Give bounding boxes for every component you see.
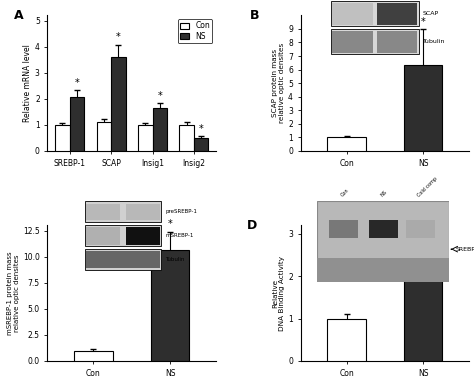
Text: *: * — [116, 32, 121, 42]
Text: B: B — [250, 8, 259, 22]
Text: *: * — [74, 78, 79, 88]
Y-axis label: Relative mRNA level: Relative mRNA level — [23, 44, 32, 122]
Bar — [111, 56, 126, 151]
Bar — [328, 137, 366, 151]
Bar — [328, 319, 366, 361]
Bar — [138, 125, 153, 151]
Text: *: * — [168, 219, 173, 229]
Text: A: A — [14, 8, 23, 22]
Y-axis label: Relative
DNA Binding Activity: Relative DNA Binding Activity — [272, 256, 285, 331]
Text: *: * — [421, 237, 426, 247]
Bar — [74, 351, 113, 361]
Bar — [151, 250, 189, 361]
Text: *: * — [421, 17, 426, 27]
Text: D: D — [246, 218, 257, 232]
Bar — [70, 98, 84, 151]
Legend: Con, NS: Con, NS — [178, 19, 212, 43]
Text: SREBP-1: SREBP-1 — [456, 247, 474, 252]
Bar — [194, 138, 209, 151]
Y-axis label: SCAP protein mass
relative optic densites: SCAP protein mass relative optic densite… — [272, 43, 285, 123]
Bar — [404, 262, 442, 361]
Text: *: * — [157, 91, 162, 101]
Bar — [55, 125, 70, 151]
Bar — [97, 122, 111, 151]
Bar — [153, 108, 167, 151]
Text: *: * — [199, 124, 204, 134]
Y-axis label: mSREBP-1 protein mass
relative optic densites: mSREBP-1 protein mass relative optic den… — [7, 252, 20, 335]
Bar — [180, 125, 194, 151]
Bar — [404, 65, 442, 151]
